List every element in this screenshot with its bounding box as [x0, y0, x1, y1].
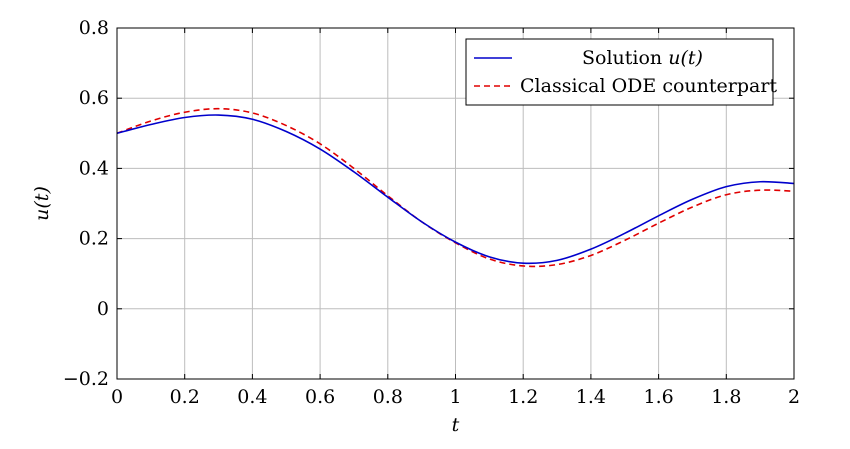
x-tick-label: 0	[111, 386, 123, 408]
legend: Solution u(t) Classical ODE counterpart	[465, 38, 777, 106]
x-axis-label: t	[452, 414, 460, 436]
x-tick-label: 1.2	[508, 386, 538, 408]
series-line-solution	[116, 114, 795, 265]
y-tick-labels: −0.2 0 0.2 0.4 0.6 0.8	[63, 17, 109, 390]
x-tick-label: 0.4	[237, 386, 267, 408]
legend-entry-label: Classical ODE counterpart	[520, 75, 777, 97]
legend-label-italic: u(t)	[668, 47, 703, 69]
axis-ticks	[116, 27, 795, 380]
x-tick-label: 1.6	[643, 386, 673, 408]
legend-label-text: Classical ODE counterpart	[520, 75, 777, 97]
legend-entry-label: Solution u(t)	[582, 47, 703, 69]
x-tick-label: 0.6	[305, 386, 335, 408]
legend-box	[465, 38, 774, 106]
y-tick-label: 0.2	[79, 228, 109, 250]
x-tick-labels: 0 0.2 0.4 0.6 0.8 1 1.2 1.4 1.6 1.8 2	[111, 386, 800, 408]
y-tick-label: 0	[97, 298, 109, 320]
x-tick-label: 1.8	[711, 386, 741, 408]
x-tick-label: 0.8	[373, 386, 403, 408]
x-tick-label: 2	[788, 386, 800, 408]
y-tick-label: 0.4	[79, 157, 109, 179]
legend-label-text: Solution	[582, 47, 668, 69]
y-axis-label: u(t)	[31, 186, 53, 221]
x-tick-label: 0.2	[170, 386, 200, 408]
series-layer	[116, 107, 795, 268]
x-tick-label: 1	[449, 386, 461, 408]
y-tick-label: 0.8	[79, 17, 109, 39]
x-tick-label: 1.4	[576, 386, 606, 408]
y-tick-label: −0.2	[63, 368, 109, 390]
y-tick-label: 0.6	[79, 87, 109, 109]
